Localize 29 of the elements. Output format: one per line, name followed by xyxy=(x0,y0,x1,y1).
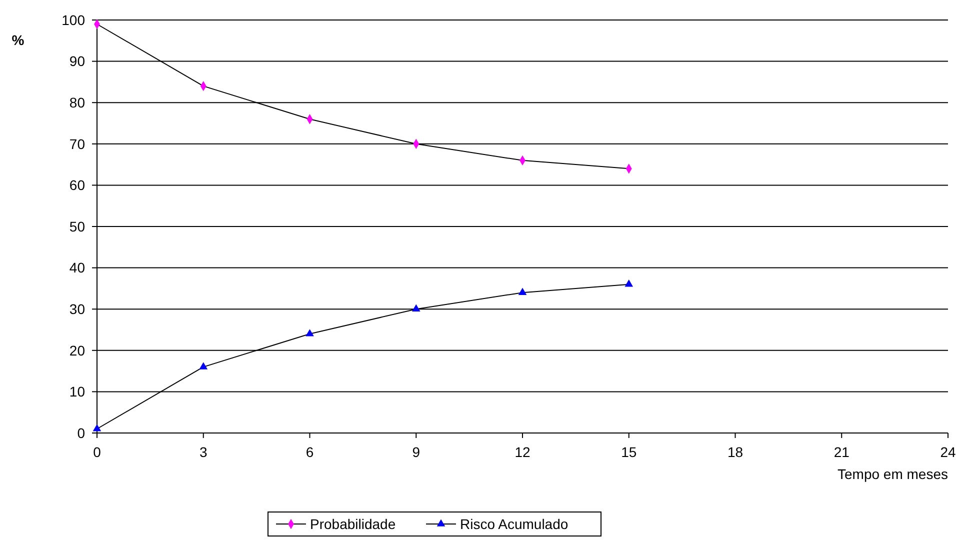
x-axis-title: Tempo em meses xyxy=(838,466,948,482)
x-tick-label: 12 xyxy=(514,444,530,460)
y-tick-label: 40 xyxy=(69,260,86,276)
y-tick-label: 10 xyxy=(69,384,86,400)
legend-label: Probabilidade xyxy=(310,516,396,532)
point xyxy=(518,288,527,295)
x-tick-label: 24 xyxy=(940,444,956,460)
y-tick-label: 20 xyxy=(69,342,86,358)
x-tick-label: 6 xyxy=(306,444,314,460)
legend-label: Risco Acumulado xyxy=(460,516,568,532)
x-tick-label: 21 xyxy=(834,444,850,460)
point xyxy=(199,362,208,370)
x-tick-label: 9 xyxy=(412,444,420,460)
x-tick-label: 3 xyxy=(199,444,208,460)
y-tick-label: 60 xyxy=(69,177,86,194)
y-axis-title: % xyxy=(12,32,25,48)
point xyxy=(412,304,420,312)
y-tick-label: 50 xyxy=(69,218,86,234)
y-tick-label: 80 xyxy=(69,94,86,110)
y-tick-label: 100 xyxy=(62,12,86,28)
x-tick-label: 18 xyxy=(727,444,744,460)
point xyxy=(624,280,634,287)
x-tick-label: 15 xyxy=(621,444,637,460)
point xyxy=(306,329,314,336)
x-tick-label: 0 xyxy=(93,444,102,460)
y-tick-label: 0 xyxy=(77,424,86,441)
y-tick-label: 30 xyxy=(69,301,86,317)
y-tick-label: 70 xyxy=(69,136,86,152)
y-tick-label: 90 xyxy=(69,53,86,70)
